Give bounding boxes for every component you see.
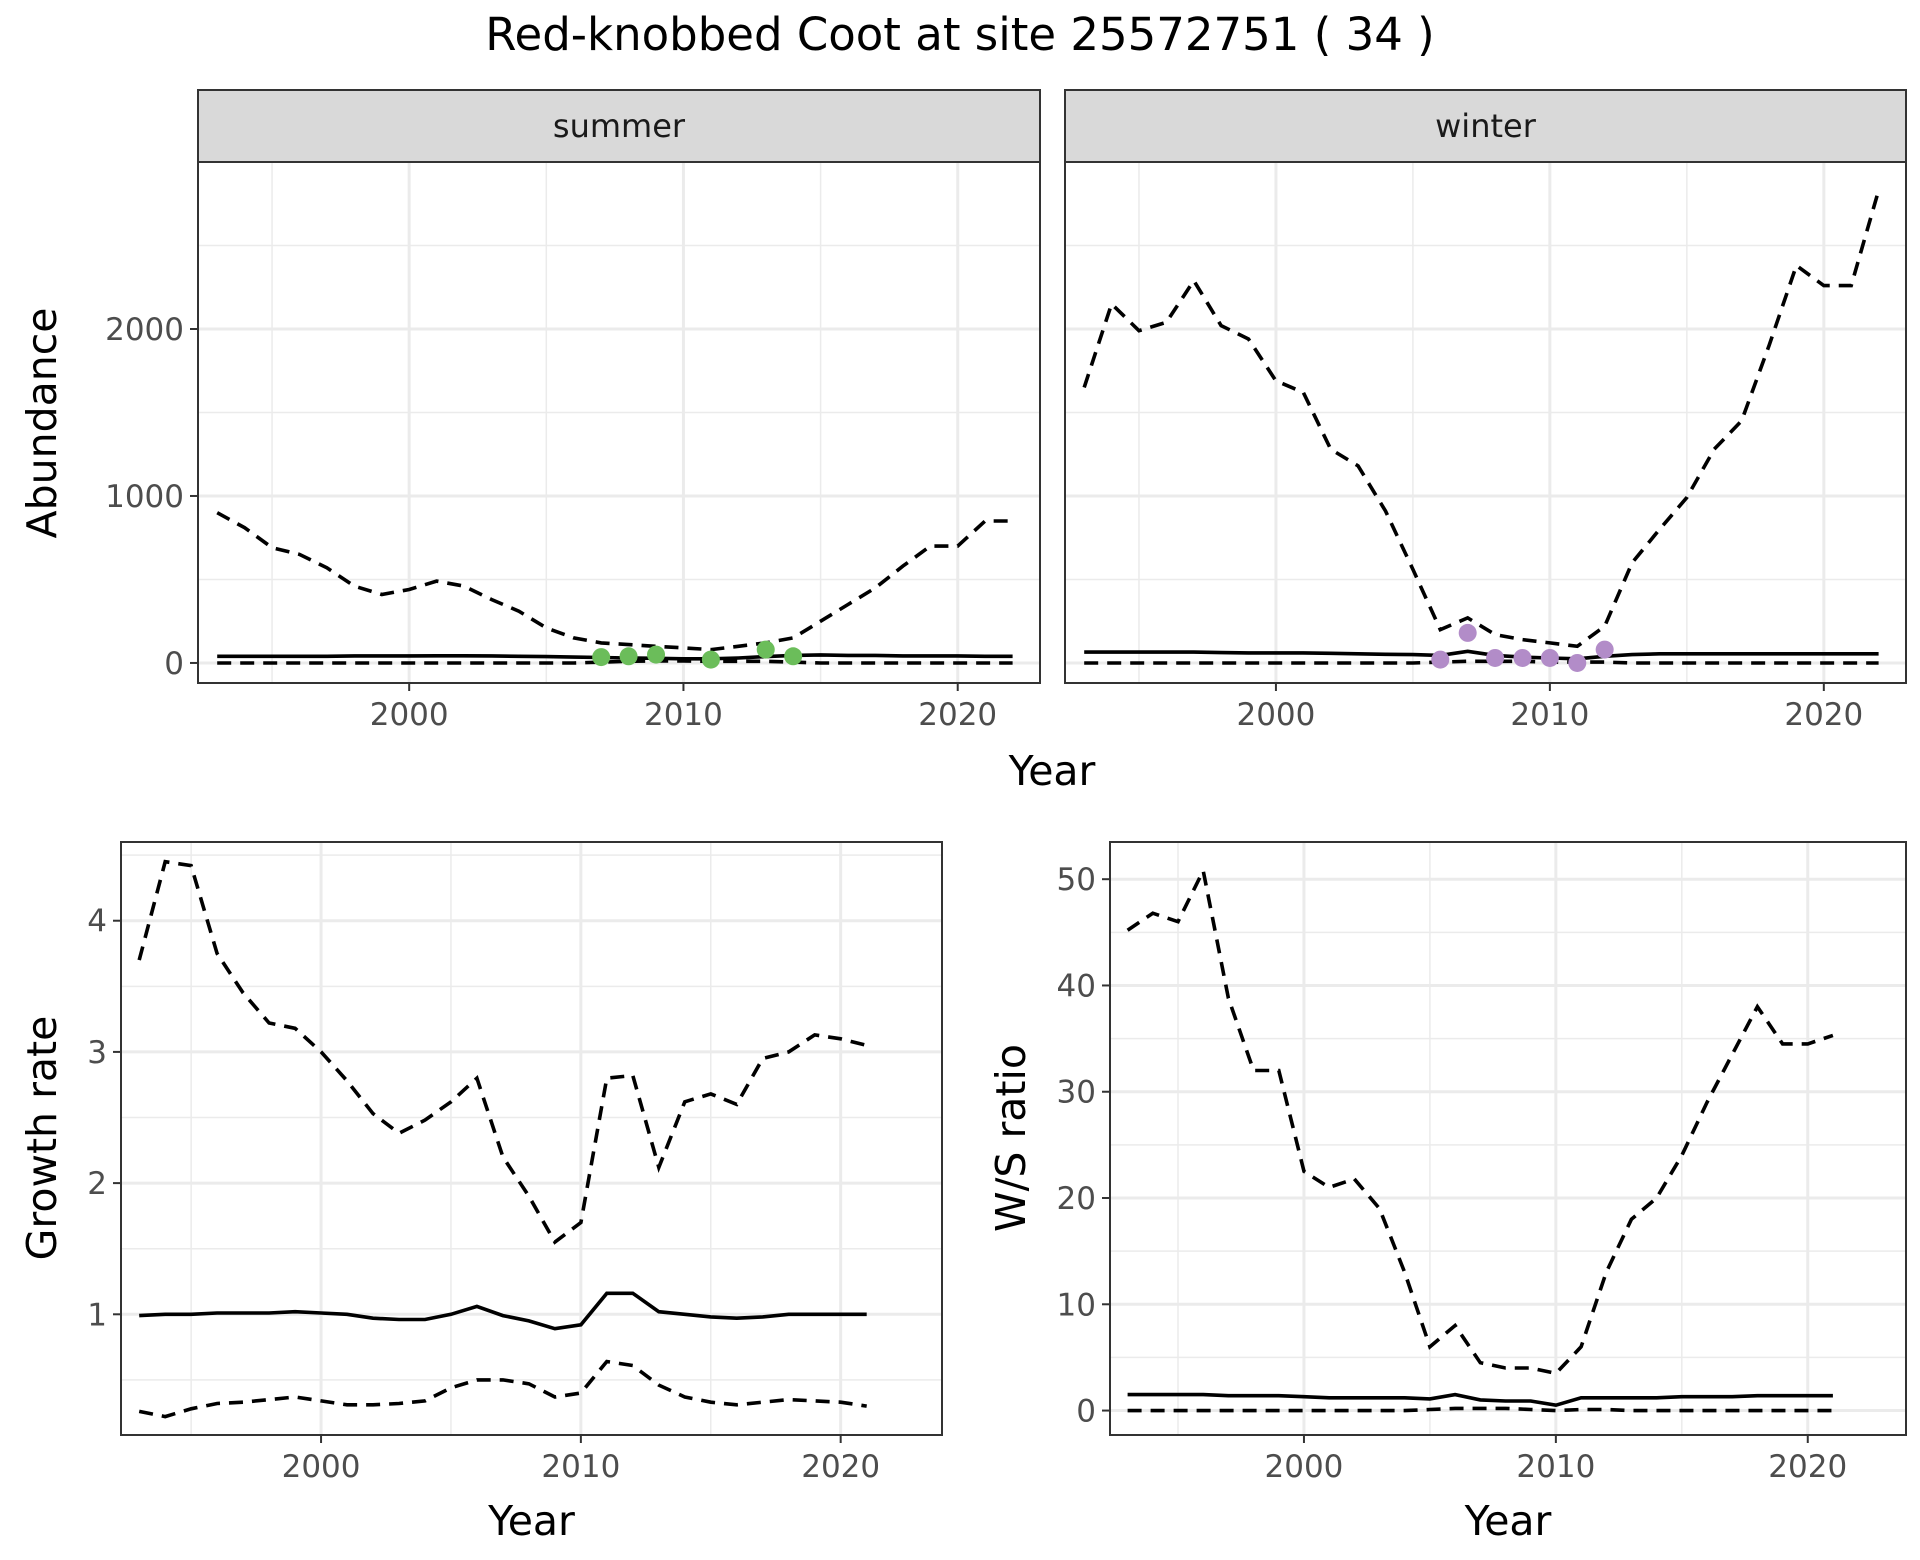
winter-panel: 2000 2010 2020 winter (1064, 89, 1907, 733)
y-tick-label: 30 (1057, 1075, 1096, 1111)
x-tick-label: 2020 (1768, 1449, 1847, 1485)
observed-point (619, 647, 638, 666)
observed-point (756, 640, 775, 659)
summer-panel: 2000 2010 2020 0 1000 2000 summer (105, 89, 1041, 733)
x-axis-title: Year (1008, 747, 1096, 795)
facet-strip (197, 89, 1041, 163)
x-axis-title: Year (487, 1497, 575, 1545)
observed-point (647, 645, 666, 664)
y-tick-label: 0 (1076, 1394, 1096, 1430)
observed-point (1568, 653, 1587, 672)
y-tick-label: 40 (1057, 968, 1096, 1004)
observed-point (701, 650, 720, 669)
observed-point (1431, 650, 1450, 669)
panel-border (1109, 841, 1907, 1436)
y-axis-title: W/S ratio (987, 1044, 1035, 1232)
upper-bound-line (137, 859, 868, 1245)
observed-point (1540, 648, 1559, 667)
x-tick-label: 2010 (1516, 1449, 1595, 1485)
mean-line (1084, 649, 1879, 661)
y-tick-label: 2000 (105, 312, 184, 348)
mean-line (1127, 1392, 1833, 1408)
y-tick-label: 3 (87, 1035, 107, 1071)
mean-line (139, 1291, 867, 1331)
y-tick-label: 20 (1057, 1181, 1096, 1217)
lower-bound-line (1084, 659, 1879, 665)
panel-border (120, 841, 943, 1436)
x-tick-label: 2010 (1510, 697, 1589, 733)
y-tick-label: 1000 (105, 479, 184, 515)
observed-point (592, 648, 611, 667)
y-tick-label: 0 (164, 646, 184, 682)
observed-point (1486, 648, 1505, 667)
upper-bound-line (1082, 189, 1881, 649)
y-axis-title: Growth rate (18, 1016, 66, 1261)
facet-strip (1064, 89, 1907, 163)
y-tick-label: 1 (87, 1297, 107, 1333)
x-tick-label: 2000 (282, 1449, 361, 1485)
x-axis-title: Year (1464, 1497, 1552, 1545)
chart-title: Red-knobbed Coot at site 25572751 ( 34 ) (485, 8, 1434, 61)
growth-panel: 2000 2010 2020 1 2 3 4 (87, 841, 943, 1485)
upper-bound-line (216, 511, 1013, 652)
y-tick-label: 10 (1057, 1287, 1096, 1323)
observed-point (1458, 623, 1477, 642)
x-tick-label: 2000 (1265, 1449, 1344, 1485)
y-axis-title: Abundance (18, 308, 66, 539)
mean-line (217, 653, 1013, 661)
facet-strip-label: winter (1435, 107, 1537, 145)
x-tick-label: 2020 (918, 697, 997, 733)
observed-point (784, 647, 803, 666)
x-tick-label: 2000 (370, 697, 449, 733)
x-tick-label: 2020 (801, 1449, 880, 1485)
panel-border (1064, 161, 1907, 684)
lower-bound-line (217, 659, 1013, 665)
lower-bound-line (138, 1359, 867, 1419)
observed-point (1513, 648, 1532, 667)
x-tick-label: 2010 (644, 697, 723, 733)
y-tick-label: 4 (87, 904, 107, 940)
x-tick-label: 2000 (1236, 697, 1315, 733)
x-tick-label: 2010 (541, 1449, 620, 1485)
ratio-panel: 2000 2010 2020 0 10 20 30 40 50 (1057, 841, 1907, 1485)
facet-strip-label: summer (553, 107, 686, 145)
y-tick-label: 50 (1057, 862, 1096, 898)
x-tick-label: 2020 (1784, 697, 1863, 733)
upper-bound-line (1126, 865, 1834, 1376)
lower-bound-line (1127, 1406, 1833, 1413)
panel-border (197, 161, 1041, 684)
y-tick-label: 2 (87, 1166, 107, 1202)
observed-point (1595, 640, 1614, 659)
